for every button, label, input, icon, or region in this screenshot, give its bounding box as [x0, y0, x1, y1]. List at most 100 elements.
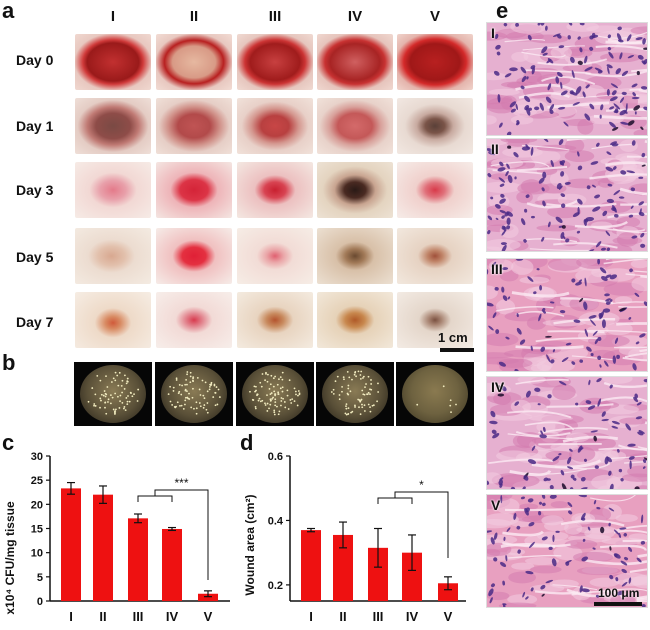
- row-label-day0: Day 0: [16, 52, 54, 68]
- colony-dot: [191, 396, 194, 399]
- column-label-v: V: [429, 8, 440, 25]
- scale-bar-e: [594, 602, 642, 606]
- colony-dot: [293, 387, 296, 390]
- colony-dot: [332, 388, 335, 391]
- bar-III: [368, 547, 388, 601]
- colony-dot: [274, 404, 277, 407]
- bar-V: [198, 593, 218, 601]
- colony-dot: [115, 408, 117, 411]
- colony-dot: [330, 391, 333, 393]
- colony-dot: [196, 376, 199, 379]
- histology-image-iii: III: [486, 258, 648, 372]
- colony-dot: [91, 387, 94, 389]
- colony-dot: [195, 407, 198, 410]
- y-tick-label: 0.4: [268, 515, 284, 527]
- x-tick-label: II: [339, 609, 346, 624]
- colony-dot: [256, 393, 259, 396]
- scale-bar-a: [440, 348, 474, 352]
- colony-dot: [259, 400, 262, 403]
- colony-dot: [276, 405, 278, 408]
- colony-dot: [249, 390, 251, 393]
- colony-dot: [273, 411, 276, 414]
- colony-dot: [359, 400, 362, 403]
- colony-dot: [206, 411, 209, 414]
- colony-dot: [218, 396, 221, 398]
- colony-dot: [266, 410, 269, 412]
- colony-dot: [121, 379, 124, 382]
- histology-label-iv: IV: [491, 379, 505, 395]
- colony-dot: [100, 399, 102, 402]
- colony-dot: [366, 393, 369, 396]
- y-tick-label: 25: [31, 475, 43, 487]
- colony-dot: [204, 381, 207, 384]
- colony-dot: [121, 401, 124, 404]
- colony-dot: [449, 399, 452, 402]
- colony-dot: [175, 379, 178, 381]
- x-tick-label: V: [444, 609, 453, 624]
- colony-dot: [210, 381, 213, 384]
- colony-dot: [273, 413, 276, 416]
- bar-II: [333, 534, 353, 601]
- colony-dot: [177, 392, 180, 395]
- colony-dot: [264, 404, 267, 406]
- colony-dot: [277, 393, 280, 395]
- colony-dot: [113, 411, 116, 413]
- colony-dot: [274, 394, 277, 397]
- colony-dot: [189, 375, 192, 378]
- colony-dot: [169, 385, 172, 388]
- colony-dot: [298, 392, 301, 395]
- colony-dot: [361, 406, 364, 409]
- y-tick-label: 5: [37, 572, 43, 584]
- colony-dot: [272, 385, 275, 388]
- x-tick-label: I: [69, 609, 73, 624]
- colony-dot: [184, 403, 186, 406]
- colony-dot: [259, 381, 262, 384]
- colony-dot: [217, 388, 220, 391]
- x-tick-label: III: [133, 609, 144, 624]
- petri-dish-v: [396, 362, 474, 426]
- colony-dot: [267, 373, 269, 376]
- colony-dot: [363, 410, 366, 412]
- wound-photo-day1-ii: [156, 98, 232, 154]
- colony-dot: [266, 394, 268, 397]
- colony-dot: [370, 383, 373, 385]
- colony-dot: [274, 393, 276, 396]
- colony-dot: [280, 397, 283, 399]
- colony-dot: [99, 406, 101, 409]
- histology-image-v: V: [486, 494, 648, 608]
- colony-dot: [377, 391, 380, 393]
- colony-dot: [264, 402, 266, 405]
- colony-dot: [184, 389, 187, 392]
- colony-dot: [338, 394, 341, 396]
- colony-dot: [190, 406, 193, 409]
- colony-dot: [281, 371, 284, 374]
- colony-dot: [192, 376, 195, 379]
- colony-dot: [109, 394, 112, 396]
- colony-dot: [293, 400, 296, 403]
- scale-bar-a-label: 1 cm: [438, 330, 468, 345]
- wound-photo-day3-ii: [156, 162, 232, 218]
- colony-dot: [362, 377, 364, 379]
- colony-dot: [128, 400, 131, 403]
- colony-dot: [212, 396, 215, 398]
- panel-label-d: d: [240, 430, 254, 455]
- histology-image-ii: II: [486, 138, 648, 252]
- x-tick-label: I: [309, 609, 313, 624]
- bar-IV: [402, 552, 422, 601]
- wound-photo-day1-iv: [317, 98, 393, 154]
- colony-dot: [346, 371, 349, 373]
- colony-dot: [347, 393, 350, 396]
- colony-dot: [272, 396, 274, 399]
- colony-dot: [96, 375, 99, 377]
- colony-dot: [266, 402, 269, 405]
- colony-dot: [254, 406, 257, 408]
- colony-dot: [94, 393, 97, 396]
- colony-dot: [281, 386, 284, 389]
- row-label-day7: Day 7: [16, 314, 54, 330]
- wound-photo-day1-v: [397, 98, 473, 154]
- colony-dot: [175, 377, 178, 380]
- colony-dot: [105, 412, 108, 415]
- wound-photo-day5-ii: [156, 228, 232, 284]
- histology-label-iii: III: [491, 261, 503, 277]
